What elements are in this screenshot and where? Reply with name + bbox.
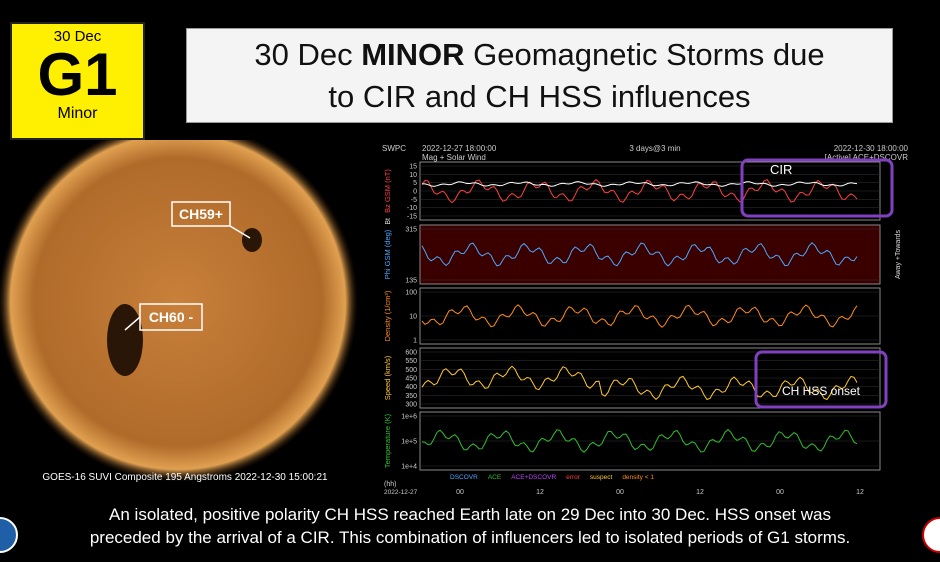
plot-start: 2022-12-27 18:00:00 (422, 144, 497, 153)
trace (421, 304, 858, 328)
x-unit: (hh) (384, 481, 396, 488)
x-tick-label: 00 (776, 489, 784, 496)
y-tick-label: 400 (405, 384, 417, 391)
image-caption: GOES-16 SUVI Composite 195 Angstroms 202… (42, 472, 328, 483)
y-tick-label: 15 (409, 164, 417, 171)
y-tick-label: 5 (413, 180, 417, 187)
title-text: Geomagnetic Storms due (464, 37, 825, 72)
y-tick-label: 600 (405, 350, 417, 357)
footer-line: preceded by the arrival of a CIR. This c… (89, 528, 851, 547)
y-tick-label: -10 (407, 205, 417, 212)
plot-sources: [Active] ACE+DSCOVR (825, 153, 909, 162)
logo (922, 517, 940, 553)
annotation-box (740, 158, 894, 218)
plot-source: SWPC (382, 144, 406, 153)
trace (421, 242, 858, 267)
y-tick-label: 500 (405, 367, 417, 374)
trace (421, 365, 858, 401)
panel-label: Speed (km/s) (383, 355, 392, 400)
footer: An isolated, positive polarity CH HSS re… (0, 503, 940, 549)
x-tick-label: 00 (616, 489, 624, 496)
y-tick-label: 1e+4 (401, 464, 417, 471)
y-tick-label: 300 (405, 402, 417, 409)
coronal-hole (107, 304, 143, 376)
badge-label: Minor (57, 105, 98, 122)
panel-label: Away +Towards (895, 229, 902, 279)
annotation-box (754, 350, 888, 409)
y-tick-label: 10 (409, 172, 417, 179)
trace (421, 428, 858, 453)
trace (422, 181, 858, 187)
title-text: 30 Dec (254, 37, 362, 72)
legend-entry: ACE+DSCOVR (511, 474, 556, 481)
ch-label: CH60 - (149, 309, 194, 325)
y-tick-label: 1 (413, 338, 417, 345)
y-tick-label: -5 (411, 197, 417, 204)
coronal-hole (242, 228, 262, 252)
legend-entry: ACE (488, 474, 502, 481)
title-line: to CIR and CH HSS influences (328, 79, 751, 114)
legend-entry: suspect (590, 474, 613, 481)
plot-bg (380, 142, 912, 498)
y-tick-label: -15 (407, 214, 417, 221)
panel-label: Phi GSM (deg) (383, 229, 392, 279)
plot-subtitle: Mag + Solar Wind (422, 153, 486, 162)
legend-entry: density < 1 (622, 474, 654, 481)
title-box: 30 Dec MINOR Geomagnetic Storms due to C… (186, 28, 893, 123)
plot-span: 3 days@3 min (629, 144, 680, 153)
y-tick-label: 1e+6 (401, 414, 417, 421)
label-box (171, 201, 231, 227)
x-tick-label: 12 (696, 489, 704, 496)
annotation: CH HSS onset (782, 384, 861, 398)
ch-label: CH59+ (179, 206, 223, 222)
panel-label: Bt (385, 218, 392, 225)
x-tick-label: 12 (536, 489, 544, 496)
y-tick-label: 135 (405, 278, 417, 285)
arrow (229, 225, 251, 239)
panel-label: Bz GSM (nT) (383, 169, 392, 213)
footer-line: An isolated, positive polarity CH HSS re… (109, 505, 831, 524)
x-tick-label: 12 (856, 489, 864, 496)
y-tick-label: 550 (405, 358, 417, 365)
annotation: CIR (770, 162, 792, 177)
sun-image: CH59+ CH60 - GOES-16 SUVI Composite 195 … (0, 140, 358, 483)
y-tick-label: 1e+5 (401, 439, 417, 446)
title-line: 30 Dec MINOR Geomagnetic Storms due (187, 34, 892, 76)
x-date: 2022-12-27 (384, 489, 418, 496)
logo (0, 517, 18, 553)
legend-entry: error (566, 474, 581, 481)
title-emphasis: MINOR (361, 37, 465, 72)
panel-label: Density (1/cm³) (383, 290, 392, 341)
badge-date: 30 Dec (53, 28, 102, 45)
y-tick-label: 100 (405, 290, 417, 297)
sun-disk (0, 140, 358, 482)
plot-end: 2022-12-30 18:00:00 (834, 144, 909, 153)
arrow (124, 316, 141, 331)
storm-badge: 30 Dec G1 Minor (10, 22, 145, 140)
y-tick-label: 315 (405, 227, 417, 234)
y-tick-label: 10 (409, 314, 417, 321)
legend-entry: DSCOVR (450, 474, 478, 481)
y-tick-label: 0 (413, 189, 417, 196)
badge-level: G1 (37, 41, 118, 108)
y-tick-label: 450 (405, 376, 417, 383)
panel-label: Temperature (K) (383, 413, 392, 468)
trace (421, 178, 858, 204)
y-tick-label: 350 (405, 393, 417, 400)
x-tick-label: 00 (456, 489, 464, 496)
